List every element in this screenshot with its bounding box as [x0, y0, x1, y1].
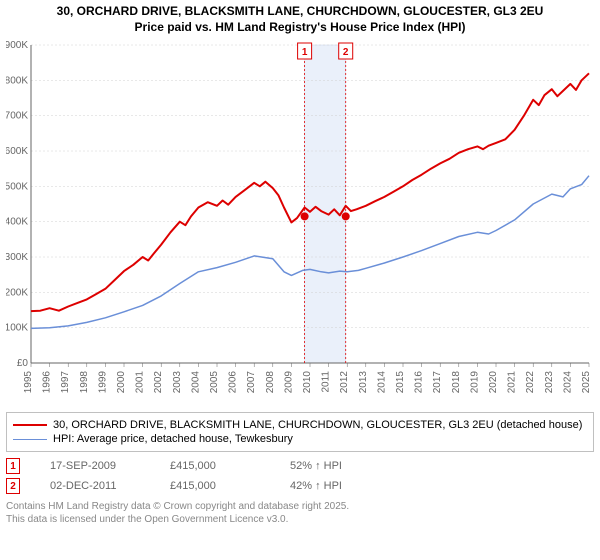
footer-line2: This data is licensed under the Open Gov… [6, 513, 594, 526]
legend-swatch-2 [13, 439, 47, 440]
svg-text:£600K: £600K [6, 146, 28, 157]
tx-price: £415,000 [170, 460, 290, 472]
title-line1: 30, ORCHARD DRIVE, BLACKSMITH LANE, CHUR… [6, 4, 594, 20]
svg-text:2007: 2007 [246, 371, 257, 394]
svg-text:£500K: £500K [6, 182, 28, 193]
tx-date: 17-SEP-2009 [50, 460, 170, 472]
svg-text:2017: 2017 [432, 371, 443, 394]
svg-text:2019: 2019 [469, 371, 480, 394]
title-line2: Price paid vs. HM Land Registry's House … [6, 20, 594, 36]
legend-swatch-1 [13, 424, 47, 426]
marker-badge-2: 2 [6, 478, 20, 494]
legend: 30, ORCHARD DRIVE, BLACKSMITH LANE, CHUR… [6, 412, 594, 452]
svg-text:£300K: £300K [6, 252, 28, 263]
svg-text:2024: 2024 [562, 371, 573, 394]
svg-text:2010: 2010 [302, 371, 313, 394]
svg-text:2001: 2001 [135, 371, 146, 394]
legend-item-hpi: HPI: Average price, detached house, Tewk… [13, 433, 587, 445]
tx-date: 02-DEC-2011 [50, 480, 170, 492]
svg-text:2021: 2021 [507, 371, 518, 394]
footer-attribution: Contains HM Land Registry data © Crown c… [6, 500, 594, 526]
svg-text:2000: 2000 [116, 371, 127, 394]
svg-text:£900K: £900K [6, 41, 28, 51]
svg-text:2012: 2012 [339, 371, 350, 394]
marker-badge-1: 1 [6, 458, 20, 474]
chart-svg: £0 £100K £200K £300K £400K £500K £600K £700K £80… [6, 41, 594, 401]
svg-text:2018: 2018 [451, 371, 462, 394]
table-row: 1 17-SEP-2009 £415,000 52% ↑ HPI [6, 458, 594, 474]
svg-text:2006: 2006 [228, 371, 239, 394]
svg-text:1998: 1998 [79, 371, 90, 394]
legend-label-2: HPI: Average price, detached house, Tewk… [53, 433, 293, 445]
svg-text:1997: 1997 [60, 371, 71, 394]
svg-text:£200K: £200K [6, 288, 28, 299]
svg-text:2025: 2025 [581, 371, 592, 394]
svg-text:2023: 2023 [544, 371, 555, 394]
line-chart: £0 £100K £200K £300K £400K £500K £600K £700K £80… [6, 41, 594, 406]
svg-text:£400K: £400K [6, 217, 28, 228]
svg-text:2014: 2014 [376, 371, 387, 394]
svg-text:£0: £0 [17, 358, 29, 369]
svg-text:£800K: £800K [6, 76, 28, 87]
svg-text:2022: 2022 [525, 371, 536, 394]
tx-pct: 42% ↑ HPI [290, 480, 410, 492]
footer-line1: Contains HM Land Registry data © Crown c… [6, 500, 594, 513]
tx-pct: 52% ↑ HPI [290, 460, 410, 472]
table-row: 2 02-DEC-2011 £415,000 42% ↑ HPI [6, 478, 594, 494]
svg-text:2015: 2015 [395, 371, 406, 394]
svg-text:2005: 2005 [209, 371, 220, 394]
svg-text:£100K: £100K [6, 323, 28, 334]
legend-item-price-paid: 30, ORCHARD DRIVE, BLACKSMITH LANE, CHUR… [13, 419, 587, 431]
svg-text:2013: 2013 [358, 371, 369, 394]
svg-text:2011: 2011 [321, 371, 332, 393]
svg-text:1: 1 [302, 47, 308, 58]
transactions-table: 1 17-SEP-2009 £415,000 52% ↑ HPI 2 02-DE… [6, 458, 594, 494]
svg-text:1995: 1995 [23, 371, 34, 394]
svg-text:2003: 2003 [172, 371, 183, 394]
chart-title: 30, ORCHARD DRIVE, BLACKSMITH LANE, CHUR… [6, 4, 594, 35]
svg-text:2002: 2002 [153, 371, 164, 394]
svg-text:2008: 2008 [265, 371, 276, 394]
tx-price: £415,000 [170, 480, 290, 492]
svg-text:2009: 2009 [283, 371, 294, 394]
svg-text:1999: 1999 [97, 371, 108, 394]
svg-text:2020: 2020 [488, 371, 499, 394]
svg-text:2016: 2016 [414, 371, 425, 394]
svg-text:1996: 1996 [42, 371, 53, 394]
legend-label-1: 30, ORCHARD DRIVE, BLACKSMITH LANE, CHUR… [53, 419, 582, 431]
svg-text:2004: 2004 [190, 371, 201, 394]
svg-text:2: 2 [343, 47, 349, 58]
svg-text:£700K: £700K [6, 111, 28, 122]
